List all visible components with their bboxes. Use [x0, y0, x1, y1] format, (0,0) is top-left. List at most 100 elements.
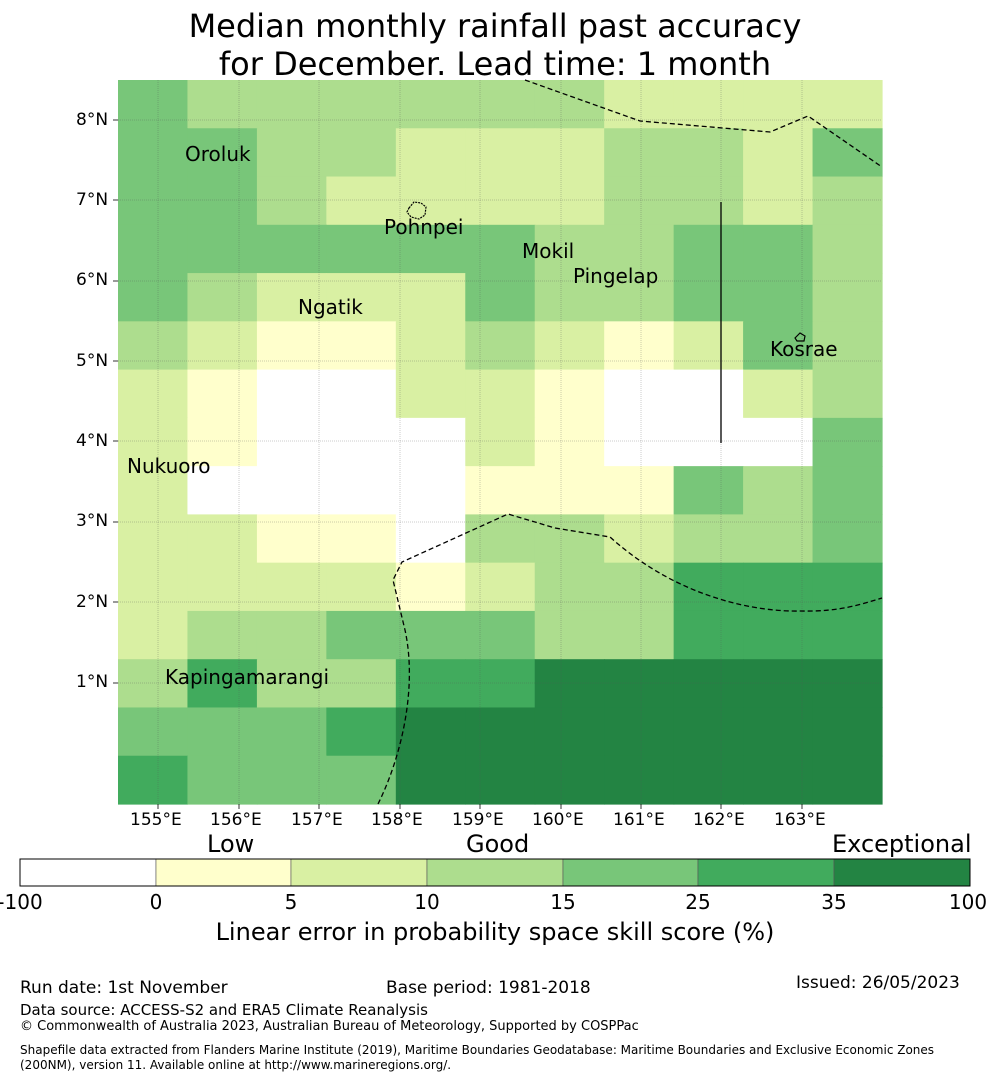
- grid-cell: [673, 80, 744, 129]
- grid-cell: [534, 514, 605, 564]
- issued-date: Issued: 26/05/2023: [796, 973, 960, 993]
- grid-cell: [604, 369, 675, 419]
- colorbar-swatch: [19, 858, 157, 887]
- grid-cell: [395, 224, 466, 274]
- grid-cell: [604, 321, 675, 371]
- eez-boundary-south: [377, 513, 883, 805]
- grid-cell: [534, 610, 605, 660]
- legend-tick: 100: [948, 890, 988, 914]
- lon-tick-163: 163°E: [774, 810, 826, 830]
- grid-cell: [187, 224, 258, 274]
- legend-tick: 25: [685, 890, 711, 914]
- grid-cell: [812, 659, 883, 709]
- grid-cell: [812, 224, 883, 274]
- skill-grid: [118, 80, 883, 805]
- grid-cell: [256, 659, 327, 709]
- grid-cell: [812, 128, 883, 178]
- grid-cell: [118, 128, 189, 178]
- lon-tick-159: 159°E: [452, 810, 504, 830]
- grid-cell: [604, 755, 675, 805]
- lon-tick-161: 161°E: [613, 810, 665, 830]
- legend-tick: 15: [550, 890, 576, 914]
- island-label-kosrae: Kosrae: [770, 337, 838, 361]
- grid-cell: [534, 755, 605, 805]
- grid-cell: [534, 321, 605, 371]
- grid-cell: [465, 128, 536, 178]
- grid-cell: [812, 562, 883, 612]
- grid-cell: [673, 755, 744, 805]
- grid-cell: [812, 176, 883, 226]
- grid-cell: [256, 755, 327, 805]
- grid-cell: [326, 224, 397, 274]
- grid-cell: [256, 176, 327, 226]
- grid-cell: [326, 369, 397, 419]
- grid-cell: [395, 610, 466, 660]
- grid-cell: [187, 562, 258, 612]
- lat-tick-2: 2°N: [76, 592, 109, 612]
- colorbar: [19, 858, 971, 887]
- grid-cell: [326, 659, 397, 709]
- grid-cell: [673, 610, 744, 660]
- shapefile-credit: Shapefile data extracted from Flanders M…: [20, 1043, 935, 1072]
- grid-cell: [465, 80, 536, 129]
- grid-cell: [118, 755, 189, 805]
- grid-cell: [604, 224, 675, 274]
- legend-category-good: Good: [466, 830, 530, 858]
- grid-cell: [743, 80, 814, 129]
- grid-cell: [465, 273, 536, 322]
- run-date: Run date: 1st November: [20, 978, 228, 998]
- grid-cell: [812, 369, 883, 419]
- grid-cell: [743, 417, 814, 467]
- grid-cell: [187, 707, 258, 757]
- grid-cell: [395, 80, 466, 129]
- grid-cell: [465, 224, 536, 274]
- colorbar-frame: [19, 858, 971, 887]
- grid-cell: [187, 80, 258, 129]
- legend-category-low: Low: [207, 830, 255, 858]
- grid-cell: [743, 224, 814, 274]
- grid-cell: [256, 514, 327, 564]
- lat-tick-5: 5°N: [76, 351, 109, 371]
- grid-cell: [187, 369, 258, 419]
- grid-cell: [604, 80, 675, 129]
- grid-cell: [118, 466, 189, 515]
- grid-cell: [326, 466, 397, 515]
- grid-cell: [256, 610, 327, 660]
- grid-cell: [326, 128, 397, 178]
- data-source: Data source: ACCESS-S2 and ERA5 Climate …: [20, 1001, 428, 1019]
- grid-cell: [812, 273, 883, 322]
- legend-tick: -100: [0, 890, 43, 914]
- grid-cell: [812, 466, 883, 515]
- grid-cell: [395, 514, 466, 564]
- grid-cell: [118, 417, 189, 467]
- grid-cell: [395, 755, 466, 805]
- grid-cell: [534, 466, 605, 515]
- grid-cell: [256, 417, 327, 467]
- grid-cell: [534, 659, 605, 709]
- grid-cell: [673, 707, 744, 757]
- grid-cell: [604, 707, 675, 757]
- grid-cell: [673, 466, 744, 515]
- grid-cell: [187, 321, 258, 371]
- grid-cell: [743, 176, 814, 226]
- grid-cell: [187, 466, 258, 515]
- grid-cell: [256, 369, 327, 419]
- grid-cell: [673, 514, 744, 564]
- eez-boundary-north: [524, 79, 883, 168]
- island-label-nukuoro: Nukuoro: [127, 454, 211, 478]
- island-outlines: [406, 201, 806, 342]
- chart-title-line1: Median monthly rainfall past accuracy: [188, 7, 802, 45]
- grid-cell: [395, 466, 466, 515]
- island-label-oroluk: Oroluk: [185, 142, 251, 166]
- kosrae-outline: [794, 332, 806, 342]
- grid-cell: [395, 659, 466, 709]
- grid-cell: [812, 80, 883, 129]
- grid-cell: [812, 417, 883, 467]
- grid-cell: [743, 659, 814, 709]
- grid-cell: [812, 321, 883, 371]
- grid-cell: [118, 659, 189, 709]
- grid-cell: [118, 176, 189, 226]
- grid-cell: [465, 562, 536, 612]
- grid-cell: [465, 321, 536, 371]
- lon-tick-156: 156°E: [210, 810, 262, 830]
